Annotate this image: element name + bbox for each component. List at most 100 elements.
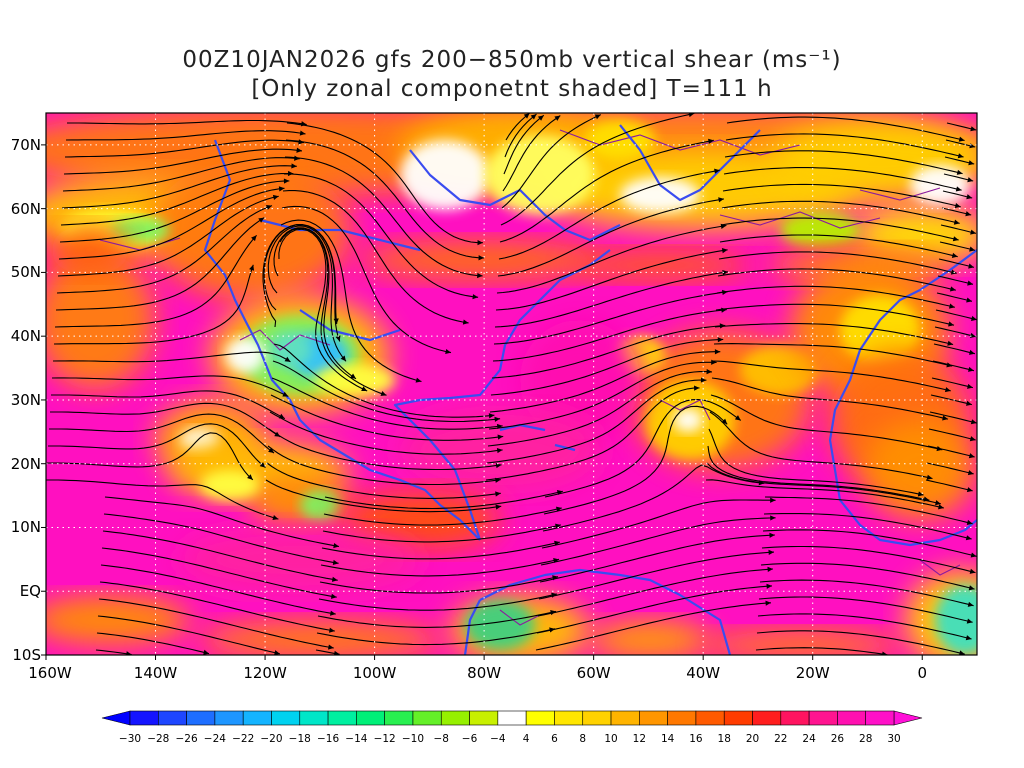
colorbar-swatch <box>299 710 329 726</box>
streamline <box>535 602 772 651</box>
colorbar-swatch <box>695 710 725 726</box>
lon-tick-label: 140W <box>133 664 178 682</box>
streamline-arrow <box>967 601 974 607</box>
streamline-arrow <box>722 270 728 276</box>
streamline <box>716 285 955 308</box>
streamline <box>719 234 958 258</box>
streamline-arrow <box>445 348 451 355</box>
streamline-arrow <box>926 474 933 480</box>
colorbar-swatch <box>525 710 555 726</box>
streamline-arrow <box>495 462 502 469</box>
streamline-arrow <box>968 366 974 372</box>
streamline <box>500 113 695 226</box>
streamline <box>99 581 335 632</box>
colorbar-swatch <box>186 710 216 726</box>
streamline-arrow <box>968 585 975 591</box>
coastline <box>859 249 977 351</box>
streamline-arrow <box>495 504 502 510</box>
streamline-arrow <box>969 332 976 338</box>
colorbar-swatch <box>639 710 668 726</box>
colorbar-tick-label: 30 <box>887 733 901 745</box>
streamline-arrow <box>965 211 972 217</box>
streamline <box>496 224 727 294</box>
shading-blob <box>620 177 700 213</box>
colorbar-swatch <box>384 710 414 726</box>
streamline <box>542 464 765 532</box>
streamline-arrow <box>938 504 944 510</box>
colorbar-tick-label: 18 <box>717 733 731 745</box>
streamline <box>939 241 976 251</box>
shading-blob <box>673 408 703 432</box>
streamline-arrow <box>770 515 776 521</box>
colorbar-swatch <box>808 710 838 726</box>
streamline <box>101 547 337 598</box>
streamline <box>278 228 368 392</box>
streamline-arrow <box>968 453 975 459</box>
streamline <box>495 249 728 311</box>
lat-tick-label: EQ <box>19 582 41 601</box>
streamline <box>56 205 273 294</box>
streamline <box>487 371 713 447</box>
streamline <box>710 394 943 451</box>
streamline <box>721 200 960 224</box>
shading-blob <box>340 490 500 550</box>
lat-tick-label: 20N <box>10 454 41 473</box>
streamline <box>497 198 724 277</box>
streamline <box>320 558 560 577</box>
streamline-arrow <box>708 138 714 144</box>
colorbar-tick-label: −20 <box>260 733 283 745</box>
colorbar-tick-label: 16 <box>689 733 703 745</box>
shading-blob <box>50 225 130 275</box>
streamline <box>316 628 556 646</box>
streamline-arrow <box>555 523 561 529</box>
streamline <box>541 499 776 549</box>
colorbar-swatch <box>440 710 470 726</box>
streamline-arrow <box>719 323 726 329</box>
colorbar-swatch <box>157 710 187 726</box>
streamline <box>709 411 933 480</box>
streamline-arrow <box>706 369 712 375</box>
coastline <box>393 249 611 541</box>
streamline-arrow <box>720 223 727 229</box>
graticule <box>46 113 977 655</box>
colorbar-tick-label: −26 <box>175 733 198 745</box>
streamline <box>761 545 976 574</box>
lon-tick-label: 60W <box>576 664 611 682</box>
streamline-arrow <box>942 415 948 421</box>
lon-tick-label: 40W <box>686 664 721 682</box>
streamline-arrow <box>967 383 973 389</box>
streamline <box>718 251 957 274</box>
map-frame <box>45 112 978 656</box>
streamline-arrow <box>766 583 773 589</box>
streamline-arrow <box>969 246 976 252</box>
colorbar-tick-label: 14 <box>660 733 675 745</box>
streamline <box>265 479 502 513</box>
colorbar-tick-label: 4 <box>522 733 530 745</box>
streamline <box>285 139 485 259</box>
streamline <box>57 195 279 277</box>
streamline <box>97 615 281 655</box>
colorbar-swatch <box>469 710 499 726</box>
streamline-arrow <box>758 480 765 486</box>
streamline-arrow <box>717 337 724 343</box>
streamline-arrow <box>948 303 955 309</box>
colorbar-swatch <box>497 710 527 726</box>
streamline <box>931 377 974 389</box>
streamline <box>63 148 303 175</box>
streamline <box>284 173 479 298</box>
lon-tick-label: 20W <box>795 664 830 682</box>
streamline <box>757 613 972 640</box>
colorbar-arrow-right <box>893 710 923 726</box>
streamline <box>494 271 729 328</box>
colorbar-tick-label: −4 <box>490 733 506 745</box>
streamline-arrow <box>530 114 537 120</box>
streamline-arrow <box>335 335 341 342</box>
streamline-arrow <box>282 391 289 397</box>
streamline-arrow <box>721 307 727 313</box>
streamline-arrow <box>249 264 255 271</box>
streamline-arrow <box>968 263 975 269</box>
colorbar-tick-label: −8 <box>433 733 449 745</box>
streamline-arrow <box>765 600 772 606</box>
